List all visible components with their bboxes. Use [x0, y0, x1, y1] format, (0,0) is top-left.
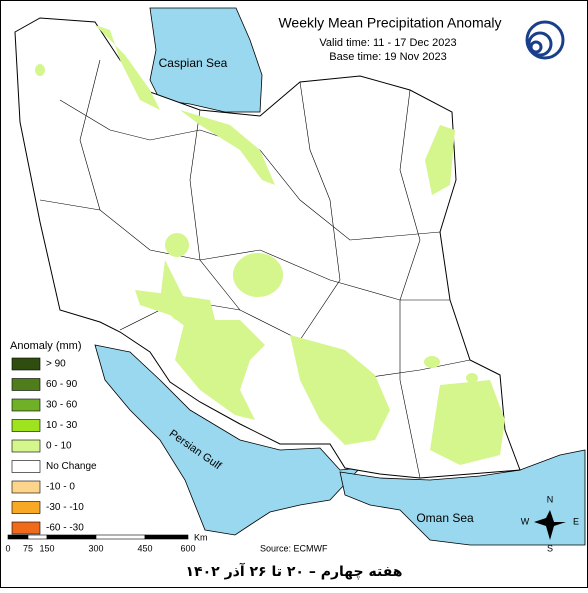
oman-sea	[339, 449, 586, 546]
scale-label: 450	[137, 543, 152, 553]
anomaly-patches	[35, 25, 505, 465]
legend-swatch	[11, 378, 41, 391]
legend-label: -60 - -30	[46, 523, 84, 534]
legend-swatch	[11, 357, 41, 371]
scale-label: 0	[5, 543, 10, 553]
scale-label: 600	[180, 543, 195, 553]
compass-e: E	[573, 516, 579, 526]
scale-label: 75	[23, 543, 33, 553]
legend-swatch	[11, 480, 41, 494]
logo	[525, 20, 565, 60]
legend-label: -30 - -10	[46, 502, 84, 513]
footer: هفته چهارم – ۲۰ تا ۲۶ آذر ۱۴۰۲	[186, 562, 403, 580]
legend-swatch	[11, 521, 41, 535]
title: Weekly Mean Precipitation Anomaly	[278, 15, 501, 31]
legend: > 90 60 - 90 30 - 60 10 - 30 0 - 10 No Change…	[11, 357, 97, 535]
valid-time: Valid time: 11 - 17 Dec 2023	[319, 37, 456, 49]
source: Source: ECMWF	[260, 543, 328, 553]
compass-w: W	[521, 516, 530, 526]
legend-title: Anomaly (mm)	[10, 340, 82, 352]
scale-segment	[144, 534, 189, 540]
base-time: Base time: 19 Nov 2023	[329, 51, 446, 63]
legend-label: > 90	[46, 359, 66, 370]
iran-outline	[14, 17, 521, 479]
scale-segment	[7, 534, 29, 540]
sea-label: Caspian Sea	[159, 56, 228, 70]
legend-label: 60 - 90	[46, 379, 78, 390]
legend-swatch	[11, 460, 41, 473]
legend-label: 10 - 30	[46, 420, 78, 431]
legend-swatch	[11, 501, 41, 514]
scale-label: 150	[39, 543, 54, 553]
legend-swatch	[11, 419, 41, 432]
scale-segment	[46, 534, 97, 540]
scale-unit: Km	[194, 532, 208, 542]
scale-label: 300	[88, 543, 103, 553]
compass-n: N	[547, 494, 554, 504]
compass-s: S	[547, 543, 553, 553]
persian-gulf	[94, 344, 362, 536]
legend-swatch	[11, 398, 41, 412]
scale-segment	[27, 534, 48, 540]
legend-label: 30 - 60	[46, 400, 78, 411]
legend-label: No Change	[46, 461, 97, 472]
legend-label: -10 - 0	[46, 482, 75, 493]
sea-label: Oman Sea	[416, 511, 474, 525]
scale-segment	[95, 534, 146, 540]
compass: N E S W	[521, 494, 579, 553]
legend-swatch	[11, 439, 41, 453]
legend-label: 0 - 10	[46, 441, 72, 452]
